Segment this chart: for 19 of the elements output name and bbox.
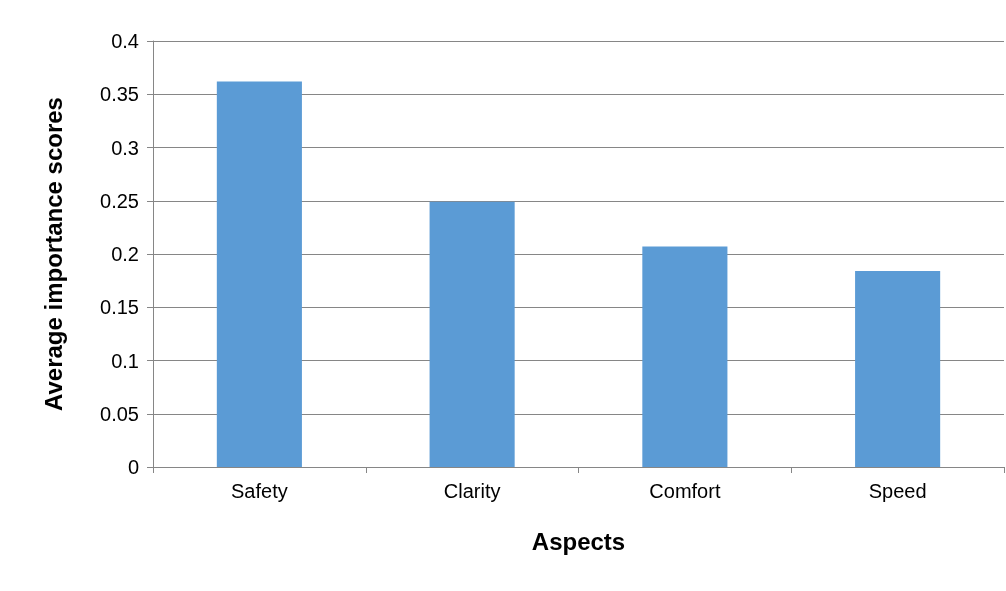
x-tick-label: Comfort <box>649 480 721 502</box>
bar <box>855 271 941 467</box>
bar <box>216 81 302 467</box>
x-tick-label: Speed <box>868 480 927 502</box>
y-tick-label: 0 <box>127 456 139 478</box>
y-tick-label: 0.2 <box>111 243 139 265</box>
y-axis-title: Average importance scores <box>39 97 67 411</box>
bar <box>642 246 728 467</box>
y-tick-label: 0.35 <box>100 83 139 106</box>
x-tick-label: Clarity <box>443 480 501 502</box>
y-tick-label: 0.25 <box>100 189 139 212</box>
y-tick-label: 0.1 <box>111 349 139 372</box>
y-tick-label: 0.15 <box>100 296 139 319</box>
x-tick-label: Safety <box>231 480 288 502</box>
y-tick-label: 0.05 <box>100 402 139 425</box>
y-tick-label: 0.4 <box>111 30 139 52</box>
bar <box>429 201 515 467</box>
y-tick-label: 0.3 <box>111 136 139 159</box>
x-axis-title: Aspects <box>531 527 626 555</box>
